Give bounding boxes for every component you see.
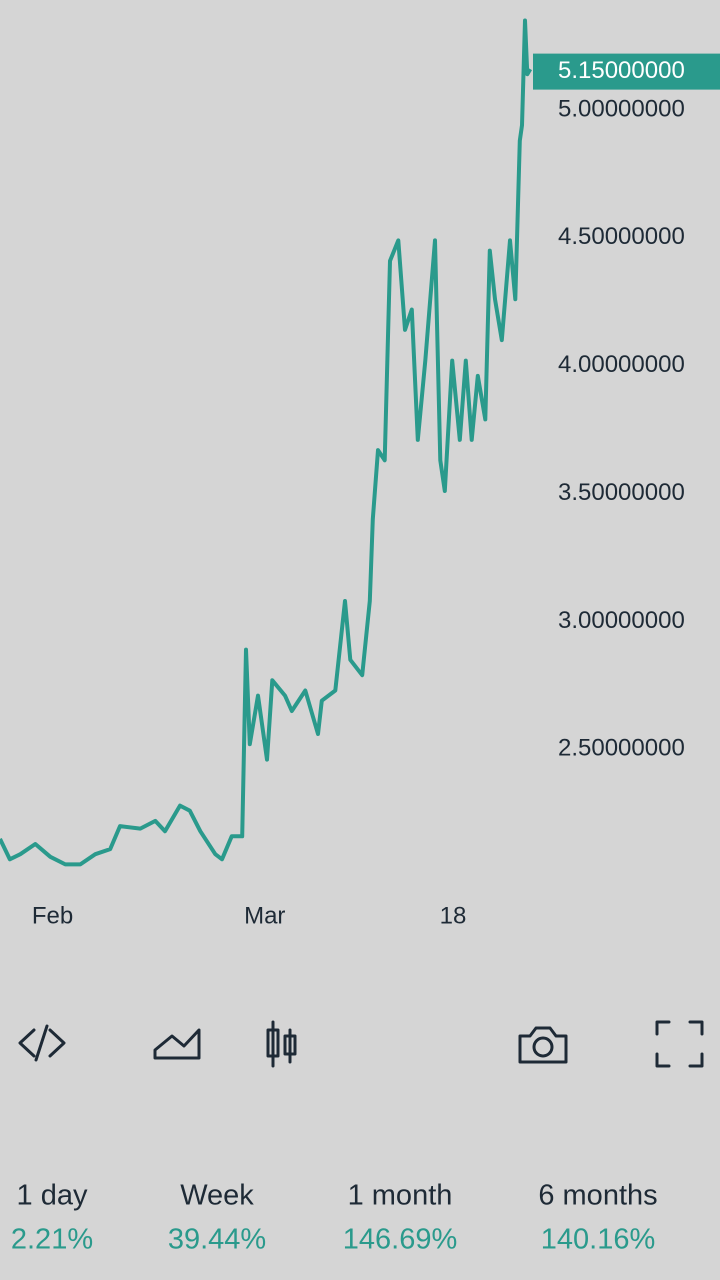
embed-icon[interactable] bbox=[18, 1024, 66, 1062]
stat-label: Week bbox=[180, 1180, 254, 1212]
area-chart-icon[interactable] bbox=[153, 1028, 201, 1060]
x-tick-label: 18 bbox=[440, 902, 467, 929]
y-tick-label: 3.00000000 bbox=[558, 607, 685, 634]
x-tick-label: Feb bbox=[32, 902, 73, 929]
stat-value: 2.21% bbox=[11, 1224, 93, 1256]
price-line bbox=[0, 18, 533, 867]
price-tag-label: 5.15000000 bbox=[558, 57, 685, 84]
y-tick-label: 2.50000000 bbox=[558, 735, 685, 762]
y-tick-label: 4.50000000 bbox=[558, 223, 685, 250]
y-tick-label: 3.50000000 bbox=[558, 479, 685, 506]
fullscreen-icon[interactable] bbox=[655, 1020, 704, 1068]
stat-value: 140.16% bbox=[541, 1224, 656, 1256]
stat-label: 1 month bbox=[348, 1180, 453, 1212]
y-tick-label: 5.00000000 bbox=[558, 95, 685, 122]
stat-label: 1 day bbox=[17, 1180, 88, 1212]
screenshot-icon[interactable] bbox=[518, 1026, 568, 1064]
price-tag bbox=[533, 53, 720, 90]
stat-value: 146.69% bbox=[343, 1224, 458, 1256]
candle-icon[interactable] bbox=[266, 1020, 297, 1068]
y-tick-label: 4.00000000 bbox=[558, 351, 685, 378]
x-tick-label: Mar bbox=[244, 902, 285, 929]
stat-label: 6 months bbox=[538, 1180, 657, 1212]
toolbar bbox=[18, 1020, 704, 1068]
stat-value: 39.44% bbox=[168, 1224, 266, 1256]
